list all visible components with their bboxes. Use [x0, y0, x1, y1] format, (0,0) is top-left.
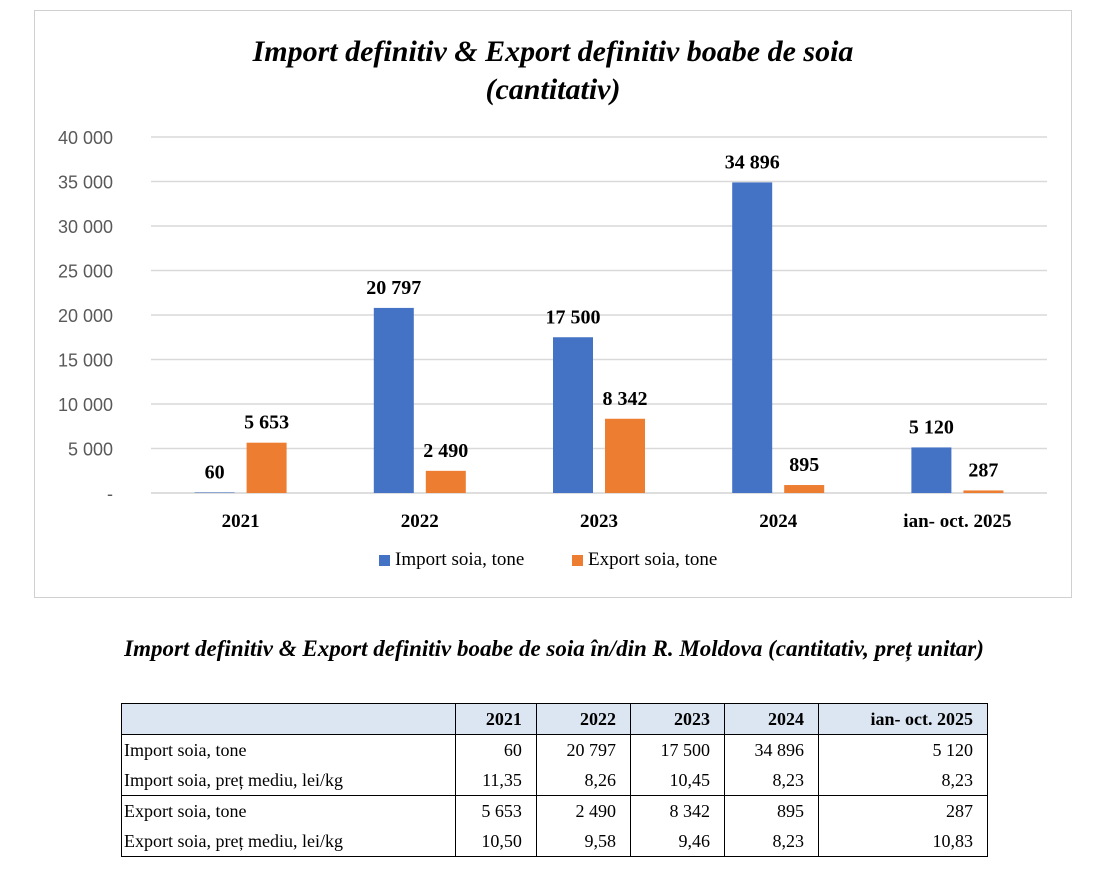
table-row: Import soia, preț mediu, lei/kg 11,35 8,…: [121, 765, 989, 796]
table-cell-label: Import soia, preț mediu, lei/kg: [121, 765, 456, 796]
table-cell: 8,23: [723, 765, 819, 796]
y-tick-label: 5 000: [68, 440, 113, 460]
table-cell: 9,46: [629, 826, 725, 857]
data-label: 895: [789, 454, 819, 476]
y-tick-label: 35 000: [58, 173, 113, 193]
table-cell: 8,23: [817, 765, 989, 796]
table-cell: 11,35: [454, 765, 537, 796]
table-cell: 60: [454, 734, 537, 765]
legend-label-import: Import soia, tone: [395, 549, 524, 570]
table-cell: 20 797: [535, 734, 631, 765]
y-tick-label: 30 000: [58, 217, 113, 237]
data-label: 5 653: [244, 412, 289, 434]
data-label: 60: [205, 461, 225, 483]
bar-import: [553, 337, 593, 493]
bar-export: [605, 418, 645, 493]
data-label: 5 120: [909, 416, 954, 438]
bar-export: [963, 490, 1004, 493]
legend-label-export: Export soia, tone: [588, 549, 717, 570]
chart-frame: Import definitiv & Export definitiv boab…: [34, 10, 1072, 598]
table-header-cell: ian- oct. 2025: [817, 703, 989, 735]
bar-import: [194, 492, 235, 493]
table-cell: 2 490: [535, 795, 631, 826]
table-cell: 8,23: [723, 826, 819, 857]
legend-swatch-export: [572, 555, 583, 566]
table-cell-label: Export soia, preț mediu, lei/kg: [121, 826, 456, 857]
legend-swatch-import: [379, 555, 390, 566]
table-cell: 10,45: [629, 765, 725, 796]
table-header-cell: 2022: [535, 703, 631, 735]
bar-chart: Import definitiv & Export definitiv boab…: [58, 35, 1047, 570]
table-cell: 5 653: [454, 795, 537, 826]
chart-title-line1: Import definitiv & Export definitiv boab…: [252, 35, 854, 68]
table-row: Export soia, tone 5 653 2 490 8 342 895 …: [121, 795, 989, 826]
table-cell: 287: [817, 795, 989, 826]
y-tick-label: 15 000: [58, 351, 113, 371]
data-label: 287: [968, 459, 998, 481]
table-header-cell: 2023: [629, 703, 725, 735]
x-tick-label: 2022: [401, 511, 439, 532]
y-tick-label: 10 000: [58, 395, 113, 415]
table-row: Import soia, tone 60 20 797 17 500 34 89…: [121, 734, 989, 765]
table-cell: 8,26: [535, 765, 631, 796]
y-tick-label: 25 000: [58, 262, 113, 282]
table-header-cell: 2024: [723, 703, 819, 735]
data-label: 34 896: [725, 151, 780, 173]
table-cell: 9,58: [535, 826, 631, 857]
bar-export: [784, 485, 825, 493]
bar-export: [246, 442, 287, 493]
y-tick-label: 20 000: [58, 306, 113, 326]
x-tick-label: 2021: [222, 511, 260, 532]
chart-title-line2: (cantitativ): [486, 73, 621, 106]
table-row: Export soia, preț mediu, lei/kg 10,50 9,…: [121, 826, 989, 857]
bar-import: [373, 307, 414, 493]
data-label: 20 797: [366, 277, 421, 299]
table-cell: 17 500: [629, 734, 725, 765]
bar-import: [732, 182, 773, 493]
y-tick-label: -: [107, 484, 113, 504]
x-tick-label: 2023: [580, 511, 618, 532]
table-cell: 895: [723, 795, 819, 826]
table-cell: 5 120: [817, 734, 989, 765]
data-label: 17 500: [546, 306, 601, 328]
table-cell-label: Export soia, tone: [121, 795, 456, 826]
table-cell-label: Import soia, tone: [121, 734, 456, 765]
table-header-row: 2021 2022 2023 2024 ian- oct. 2025: [121, 703, 989, 735]
data-table: 2021 2022 2023 2024 ian- oct. 2025 Impor…: [121, 703, 989, 857]
data-label: 2 490: [423, 440, 468, 462]
table-header-cell: [121, 703, 456, 735]
bar-import: [911, 447, 952, 493]
table-cell: 34 896: [723, 734, 819, 765]
table-cell: 10,83: [817, 826, 989, 857]
table-cell: 8 342: [629, 795, 725, 826]
bar-export: [425, 470, 466, 493]
data-label: 8 342: [603, 388, 648, 410]
x-tick-label: 2024: [759, 511, 798, 532]
table-cell: 10,50: [454, 826, 537, 857]
section-title: Import definitiv & Export definitiv boab…: [124, 636, 984, 661]
x-tick-label: ian- oct. 2025: [903, 511, 1011, 532]
y-tick-label: 40 000: [58, 128, 113, 148]
table-header-cell: 2021: [454, 703, 537, 735]
